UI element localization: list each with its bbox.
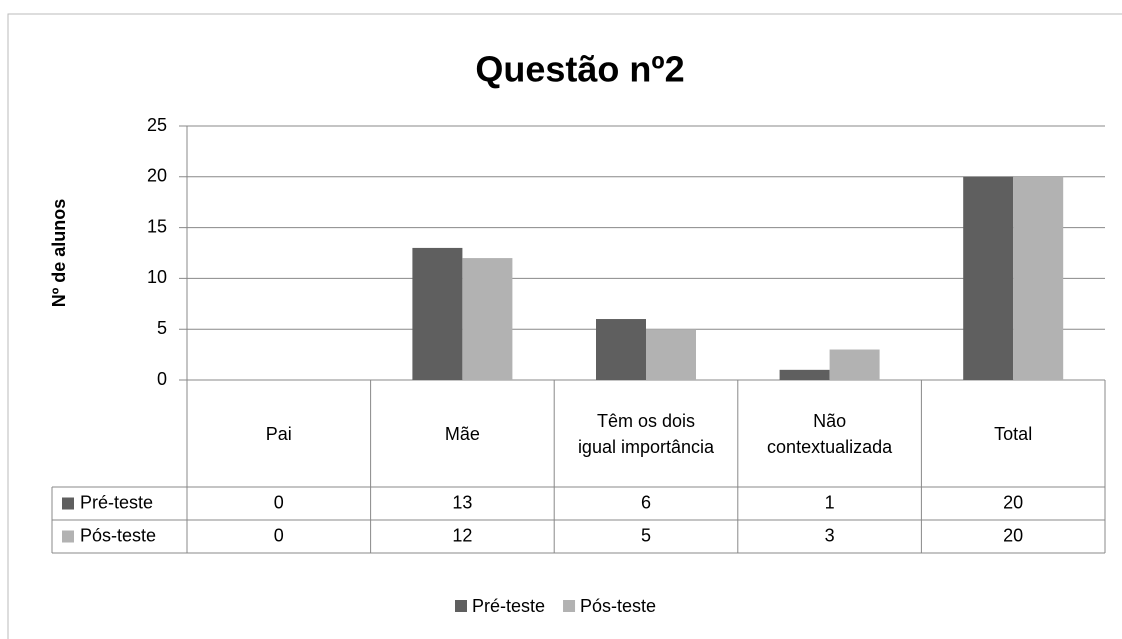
y-tick-label: 0 bbox=[157, 369, 167, 389]
table-value: 13 bbox=[452, 492, 472, 512]
y-tick-label: 5 bbox=[157, 318, 167, 338]
x-tick-label: Mãe bbox=[444, 423, 480, 444]
x-tick-label: Têm os dois igual importância bbox=[577, 410, 715, 457]
x-tick-label: Total bbox=[994, 423, 1033, 444]
bar bbox=[1013, 176, 1064, 380]
bar bbox=[963, 176, 1014, 380]
x-tick-label: Não contextualizada bbox=[767, 410, 893, 457]
legend-key bbox=[563, 600, 576, 612]
legend-label: Pré-teste bbox=[472, 596, 545, 616]
table-value: 12 bbox=[452, 525, 472, 545]
bar bbox=[646, 329, 696, 380]
table-legend-key bbox=[62, 530, 74, 543]
bar bbox=[412, 247, 463, 380]
y-tick-label: 25 bbox=[147, 115, 167, 135]
table-value: 20 bbox=[1003, 525, 1023, 545]
bar bbox=[462, 258, 513, 380]
legend-key bbox=[455, 600, 467, 612]
y-tick-label: 10 bbox=[147, 267, 167, 287]
chart-title: Questão nº2 bbox=[475, 49, 684, 90]
table-value: 5 bbox=[641, 525, 651, 545]
bar bbox=[779, 369, 830, 380]
bar bbox=[829, 349, 880, 380]
bar bbox=[596, 319, 646, 380]
y-tick-label: 15 bbox=[147, 216, 167, 236]
table-series-label: Pós-teste bbox=[80, 525, 156, 545]
table-value: 6 bbox=[641, 492, 651, 512]
chart-border bbox=[7, 13, 1122, 639]
table-value: 3 bbox=[825, 525, 835, 545]
x-tick-label: Pai bbox=[265, 423, 292, 444]
table-legend-key bbox=[62, 497, 74, 510]
table-value: 0 bbox=[274, 492, 284, 512]
table-series-label: Pré-teste bbox=[80, 492, 153, 512]
legend-label: Pós-teste bbox=[580, 596, 656, 616]
y-tick-label: 20 bbox=[147, 166, 167, 186]
table-value: 20 bbox=[1003, 492, 1023, 512]
table-value: 0 bbox=[274, 525, 284, 545]
y-axis-label: Nº de alunos bbox=[49, 199, 69, 308]
table-value: 1 bbox=[825, 492, 835, 512]
